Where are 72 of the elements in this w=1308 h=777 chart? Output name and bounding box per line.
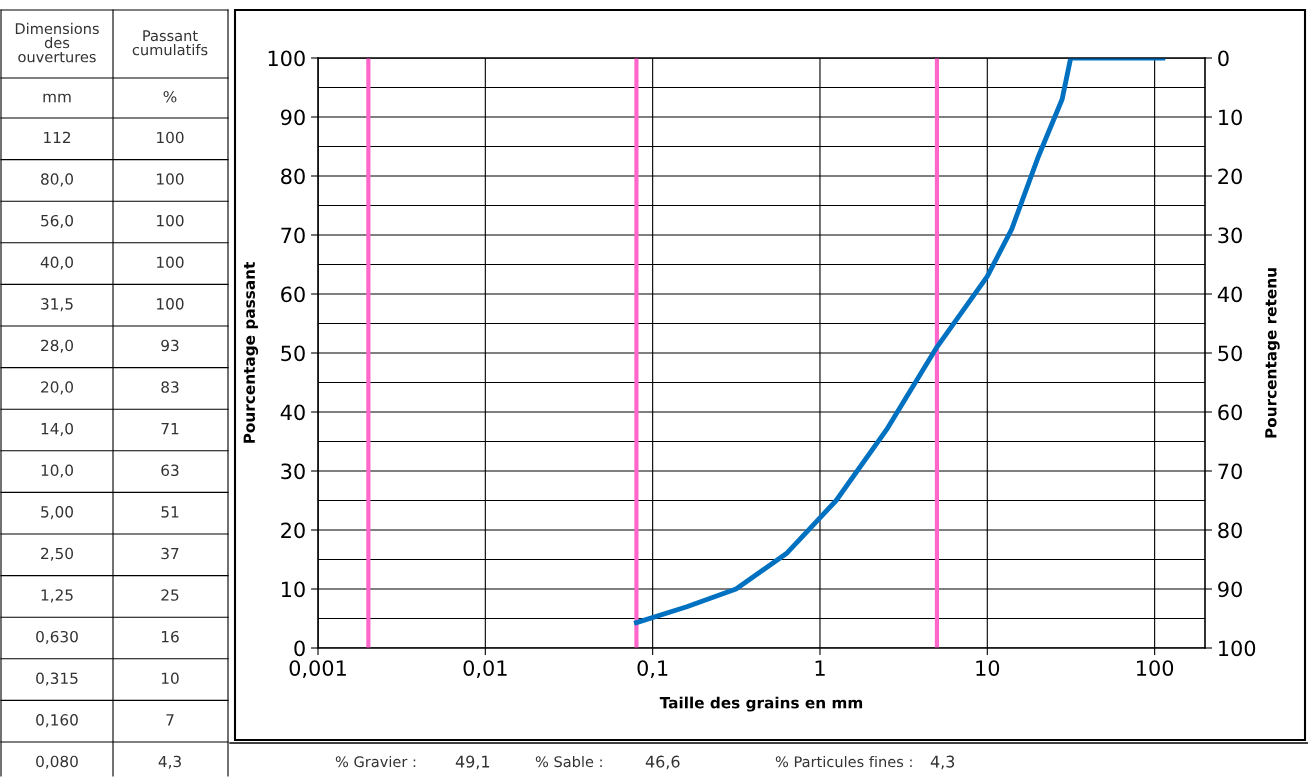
text: mm (43, 93, 71, 103)
y2-tick-label: 80 (1218, 522, 1242, 539)
x-tick-label: 0,1 (637, 660, 668, 679)
text: 7 (166, 714, 174, 726)
y2-tick-label: 0 (1218, 50, 1229, 67)
text: 4,3 (158, 755, 181, 769)
y-tick-label: 0 (294, 640, 305, 657)
text: 10,0 (41, 464, 73, 478)
text: 0,315 (36, 672, 78, 686)
y-tick-label: 40 (280, 404, 305, 421)
text: 0,080 (36, 755, 78, 769)
y-tick-label: 90 (281, 109, 305, 126)
text: % (163, 90, 177, 103)
y-tick-label: 30 (281, 463, 305, 480)
text: 5,00 (41, 506, 73, 520)
y2-tick-label: 100 (1219, 640, 1256, 657)
text: 100 (157, 256, 184, 269)
y-tick-label: 70 (281, 227, 305, 244)
y-tick-label: 60 (281, 286, 305, 303)
text: 46,6 (645, 755, 680, 770)
text: 100 (157, 214, 184, 227)
y2-tick-label: 50 (1218, 345, 1242, 362)
text: 71 (161, 423, 179, 435)
x-tick-label: 10 (976, 660, 1000, 676)
text: 28,0 (41, 339, 73, 353)
y2-tick-label: 70 (1218, 463, 1242, 480)
text: Dimensions des ouvertures (15, 22, 99, 63)
text: 63 (161, 464, 179, 477)
text: 4,3 (930, 755, 955, 770)
x-tick-label: 100 (1137, 660, 1174, 676)
text: 14,0 (41, 422, 73, 436)
y-tick-label: 20 (281, 522, 305, 539)
y2-axis-title: Pourcentage retenu (1265, 268, 1280, 438)
text: 0,630 (36, 630, 78, 644)
y2-tick-label: 20 (1218, 168, 1242, 185)
y-tick-label: 10 (281, 581, 305, 598)
text: 100 (157, 298, 184, 310)
x-tick-label: 0,01 (463, 660, 507, 679)
y2-tick-label: 60 (1218, 404, 1242, 421)
text: % Gravier : (335, 755, 416, 768)
text: % Sable : (535, 755, 602, 768)
text: 2,50 (41, 547, 73, 561)
y2-tick-label: 40 (1217, 286, 1242, 303)
text: 51 (161, 506, 179, 518)
text: 56,0 (41, 214, 73, 228)
y2-tick-label: 10 (1219, 109, 1242, 126)
text: 80,0 (41, 173, 73, 187)
x-tick-label: 1 (815, 660, 825, 676)
text: 83 (161, 381, 179, 393)
text: 93 (161, 339, 179, 352)
y-axis-title: Pourcentage passant (243, 262, 259, 443)
text: 16 (161, 630, 179, 643)
text: Passant cumulatifs (132, 30, 208, 56)
text: 112 (44, 131, 71, 144)
text: 49,1 (455, 755, 490, 770)
text: 31,5 (41, 298, 73, 312)
y2-tick-label: 90 (1218, 581, 1242, 598)
text: 20,0 (41, 381, 73, 395)
text: 37 (161, 547, 179, 560)
text: % Particules fines : (775, 755, 912, 768)
text: 1,25 (41, 589, 73, 603)
y2-tick-label: 30 (1218, 227, 1242, 244)
text: 100 (157, 131, 184, 144)
x-tick-label: 0,001 (289, 660, 346, 679)
text: 40,0 (40, 256, 73, 270)
text: 0,160 (36, 714, 78, 728)
text: 100 (157, 173, 184, 185)
y-tick-label: 50 (281, 345, 305, 362)
x-axis-title: Taille des grains en mm (659, 696, 863, 712)
y-tick-label: 80 (281, 168, 305, 185)
y-tick-label: 100 (268, 50, 305, 67)
text: 25 (161, 589, 179, 601)
